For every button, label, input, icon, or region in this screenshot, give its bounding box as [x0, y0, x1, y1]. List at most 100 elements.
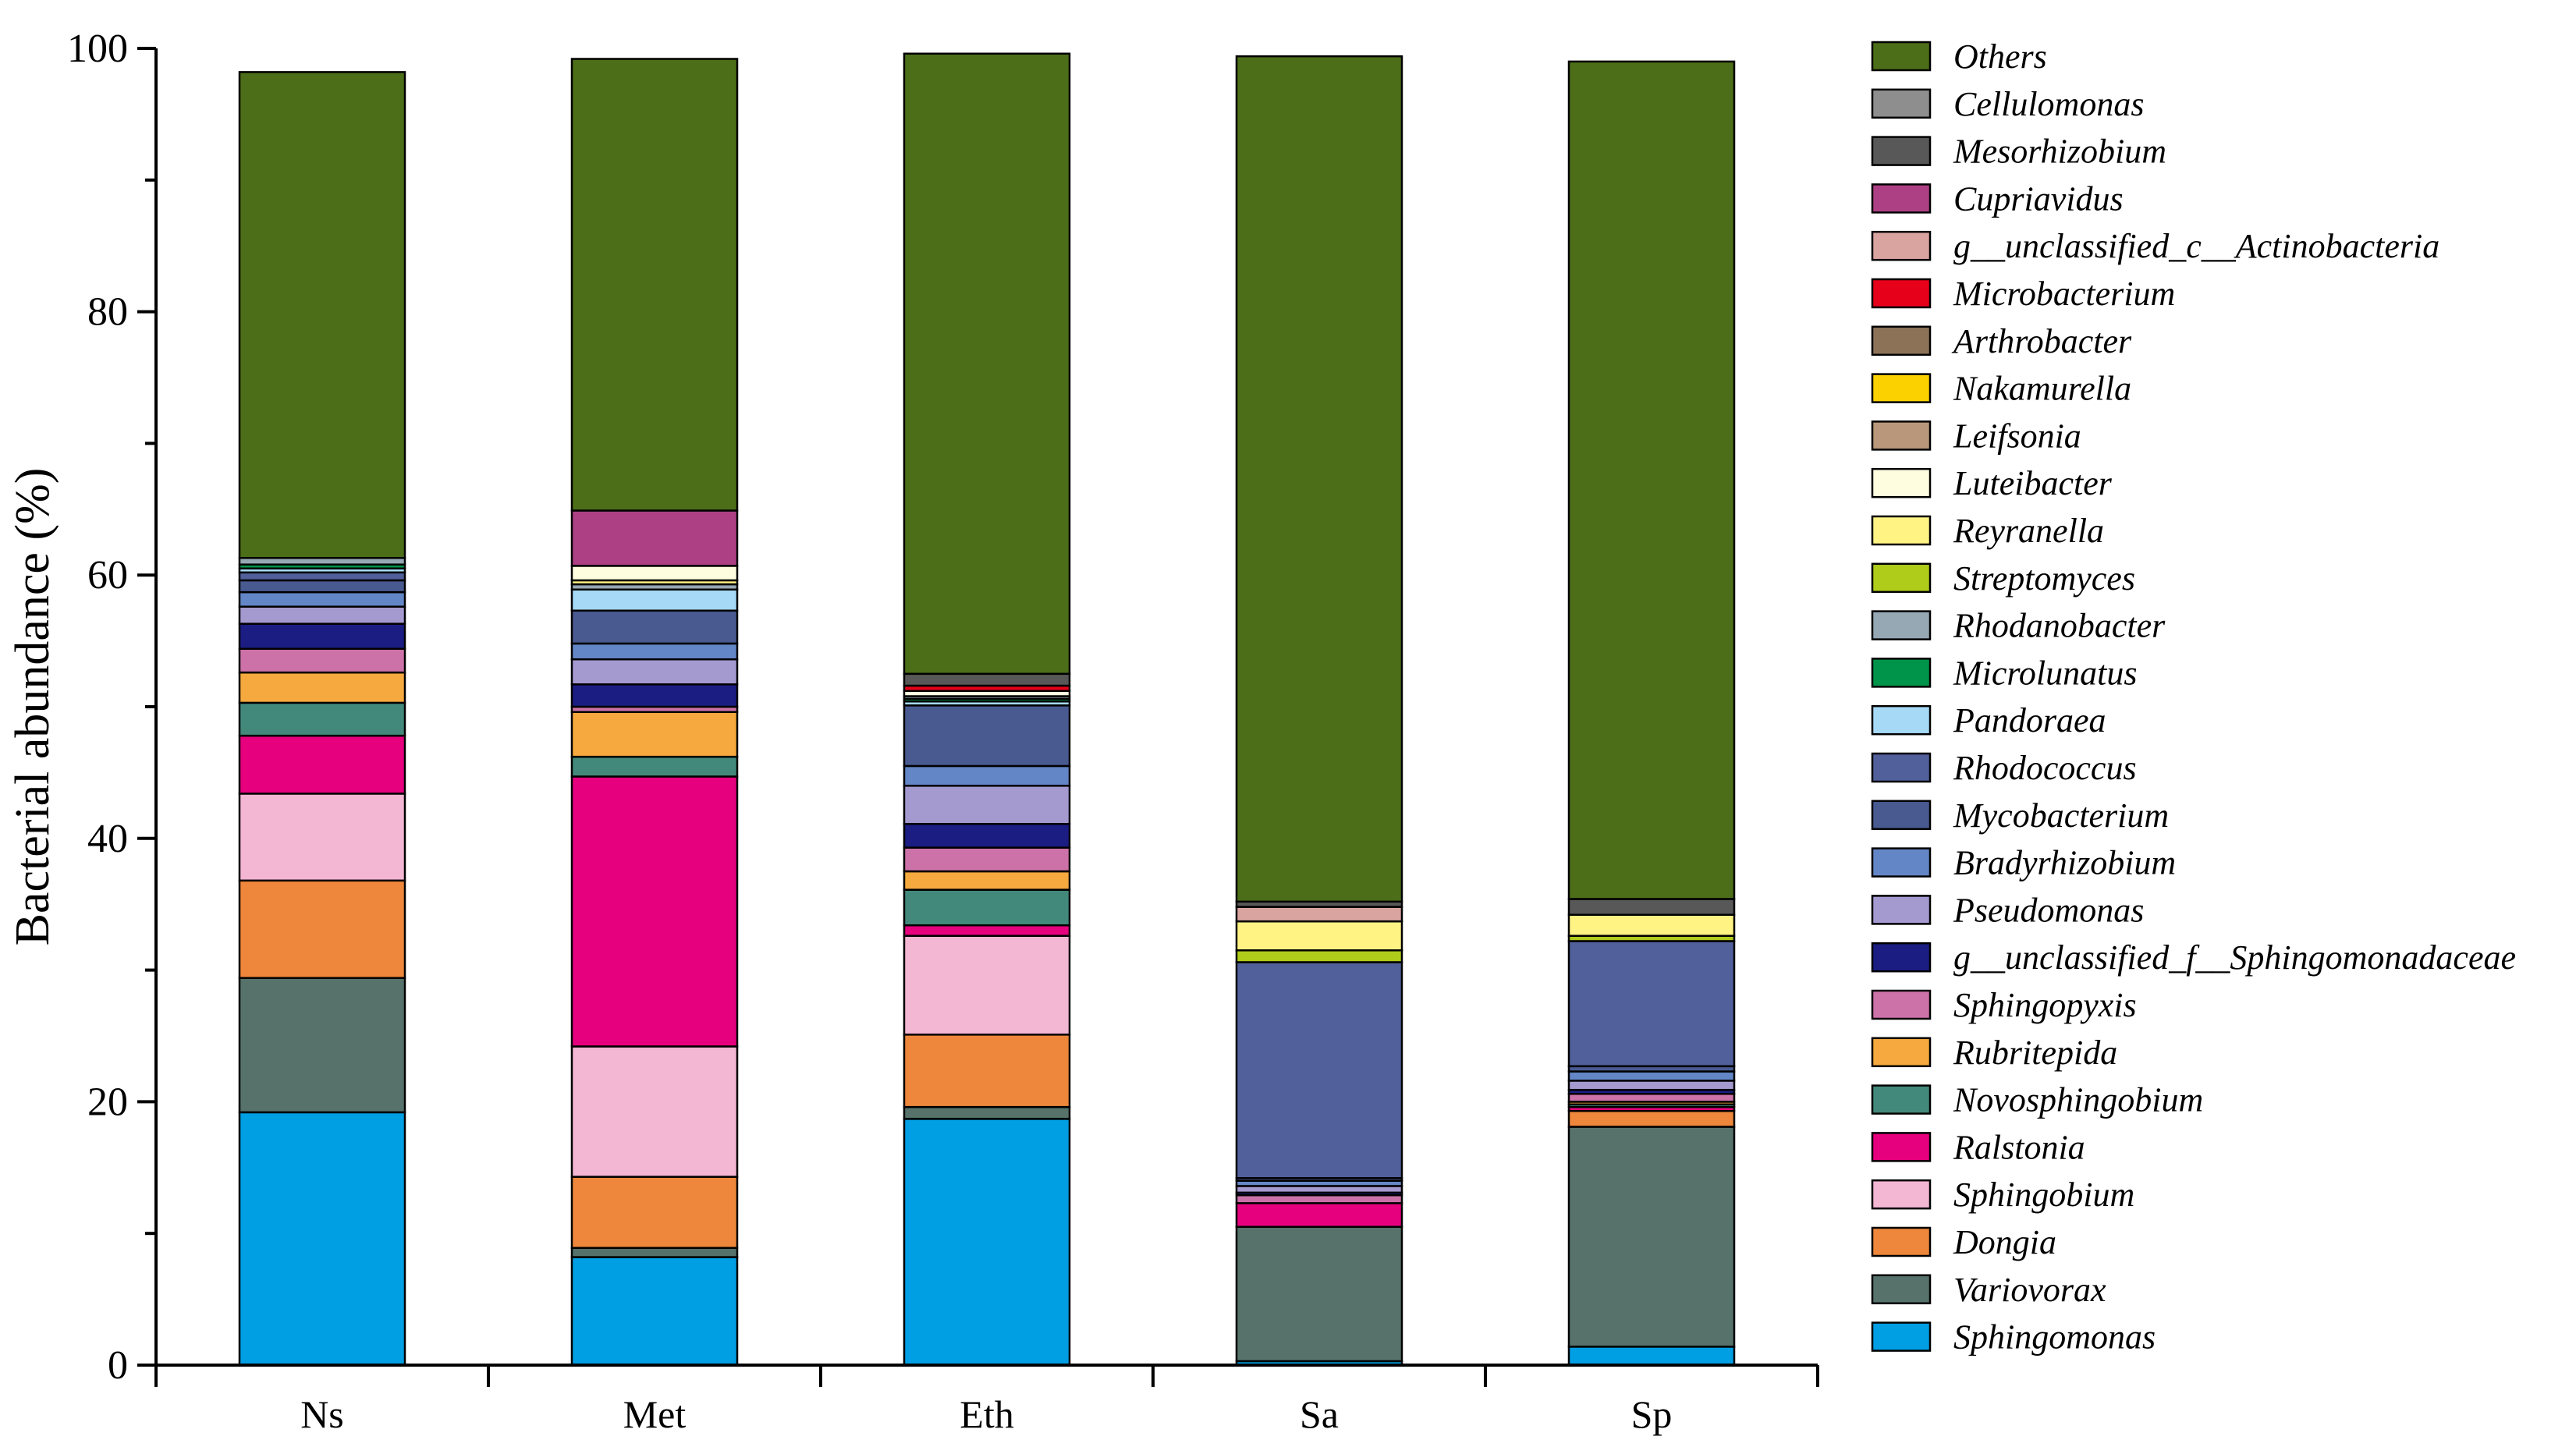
- x-tick-label-sa: Sa: [1300, 1392, 1339, 1436]
- bar-segment-eth-2: [903, 1034, 1071, 1108]
- bar-segment-sp-0: [1567, 1346, 1736, 1367]
- legend-label: Microbacterium: [1953, 275, 2175, 313]
- y-tick-label: 100: [67, 27, 128, 71]
- legend-label: g__unclassified_f__Sphingomonadaceae: [1953, 938, 2516, 977]
- x-tick-label-ns: Ns: [300, 1392, 344, 1436]
- bar-segment-sp-7: [1567, 1093, 1736, 1103]
- legend-swatch: [1871, 800, 1932, 831]
- bar-segment-met-24: [570, 509, 739, 567]
- bar-segment-sp-17: [1567, 913, 1736, 937]
- bar-segment-ns-10: [238, 591, 406, 608]
- legend-label: Luteibacter: [1953, 464, 2113, 502]
- bar-segment-met-18: [570, 565, 739, 582]
- legend-swatch: [1871, 1226, 1932, 1257]
- legend-swatch: [1871, 1274, 1932, 1305]
- legend-swatch: [1871, 183, 1932, 214]
- legend-item: Bradyrhizobium: [1871, 844, 2176, 882]
- bar-segment-eth-6: [903, 870, 1071, 891]
- legend-label: Sphingomonas: [1953, 1318, 2156, 1357]
- bar-segment-eth-3: [903, 935, 1071, 1036]
- legend-label: Rhodanobacter: [1953, 607, 2166, 645]
- legend-label: Pseudomonas: [1953, 891, 2144, 929]
- legend-item: Streptomyces: [1871, 559, 2135, 598]
- legend-label: Dongia: [1953, 1223, 2056, 1261]
- legend-swatch: [1871, 1179, 1932, 1210]
- legend-label: Variovorax: [1953, 1271, 2106, 1309]
- legend-label: Mesorhizobium: [1953, 133, 2166, 171]
- legend-item: g__unclassified_f__Sphingomonadaceae: [1871, 938, 2516, 977]
- legend-swatch: [1871, 278, 1932, 309]
- legend-item: Luteibacter: [1871, 464, 2113, 502]
- legend-label: Leifsonia: [1953, 417, 2081, 455]
- x-tick-label-sp: Sp: [1631, 1392, 1673, 1436]
- bar-segment-met-5: [570, 755, 739, 778]
- bar-segment-ns-12: [238, 571, 406, 582]
- legend-label: Rhodococcus: [1953, 749, 2137, 787]
- legend-swatch: [1871, 136, 1932, 166]
- y-tick-label: 20: [87, 1080, 128, 1124]
- bar-segment-sa-27: [1235, 55, 1403, 903]
- bar-segment-ns-6: [238, 671, 406, 704]
- x-tick-label-eth: Eth: [960, 1392, 1013, 1436]
- legend-label: Cellulomonas: [1953, 85, 2144, 123]
- bar-segment-met-8: [570, 683, 739, 708]
- legend-item: Novosphingobium: [1871, 1081, 2203, 1119]
- bar-segment-met-6: [570, 711, 739, 758]
- legend-label: Others: [1953, 37, 2047, 76]
- legend-label: Microlunatus: [1953, 654, 2137, 692]
- x-tick-label-met: Met: [623, 1392, 687, 1436]
- bar-segment-met-9: [570, 658, 739, 686]
- legend-item: Leifsonia: [1871, 417, 2081, 455]
- bar-segment-sa-7: [1235, 1193, 1403, 1204]
- legend-label: Nakamurella: [1953, 370, 2131, 408]
- legend-swatch: [1871, 88, 1932, 119]
- y-tick-label: 0: [108, 1343, 128, 1388]
- legend-swatch: [1871, 230, 1932, 261]
- bar-segment-ns-0: [238, 1111, 406, 1367]
- bar-segment-ns-2: [238, 879, 406, 979]
- bar-segment-ns-3: [238, 793, 406, 882]
- legend-swatch: [1871, 895, 1932, 925]
- bar-segment-eth-9: [903, 785, 1071, 825]
- bar-segment-eth-27: [903, 52, 1071, 676]
- legend-swatch: [1871, 1037, 1932, 1068]
- bar-segment-ns-9: [238, 605, 406, 625]
- bar-segment-eth-1: [903, 1105, 1071, 1120]
- legend-swatch: [1871, 752, 1932, 783]
- legend-item: Others: [1871, 37, 2047, 76]
- legend-item: Rhodococcus: [1871, 749, 2137, 787]
- legend-swatch: [1871, 1321, 1932, 1352]
- legend-item: Mycobacterium: [1871, 796, 2169, 835]
- legend-item: Sphingopyxis: [1871, 986, 2137, 1024]
- bar-segment-met-2: [570, 1176, 739, 1250]
- bar-stack-ns: [238, 71, 406, 1367]
- bar-segment-sa-4: [1235, 1202, 1403, 1229]
- legend-swatch: [1871, 610, 1932, 640]
- legend-item: Mesorhizobium: [1871, 133, 2166, 171]
- legend-swatch: [1871, 515, 1932, 546]
- legend-swatch: [1871, 562, 1932, 594]
- bar-segment-ns-27: [238, 71, 406, 559]
- legend-swatch: [1871, 467, 1932, 498]
- legend-item: Arthrobacter: [1871, 322, 2132, 360]
- legend-item: Variovorax: [1871, 1271, 2106, 1309]
- bar-segment-met-13: [570, 588, 739, 612]
- legend-item: Cellulomonas: [1871, 85, 2144, 123]
- bar-stack-sa: [1235, 55, 1403, 1367]
- legend-item: Sphingomonas: [1871, 1318, 2156, 1357]
- bar-segment-eth-11: [903, 704, 1071, 768]
- legend-item: Pseudomonas: [1871, 891, 2144, 929]
- legend-label: Bradyrhizobium: [1953, 844, 2176, 882]
- legend-item: Rubritepida: [1871, 1034, 2117, 1072]
- y-tick-label: 60: [87, 553, 128, 598]
- legend-item: Sphingobium: [1871, 1176, 2134, 1214]
- legend-swatch: [1871, 41, 1932, 72]
- bar-segment-sa-17: [1235, 920, 1403, 952]
- bar-segment-sa-9: [1235, 1185, 1403, 1194]
- legend-item: Reyranella: [1871, 512, 2104, 550]
- bar-segment-sp-1: [1567, 1126, 1736, 1348]
- legend-swatch: [1871, 847, 1932, 878]
- legend-label: Rubritepida: [1953, 1034, 2117, 1072]
- bar-segment-eth-25: [903, 672, 1071, 687]
